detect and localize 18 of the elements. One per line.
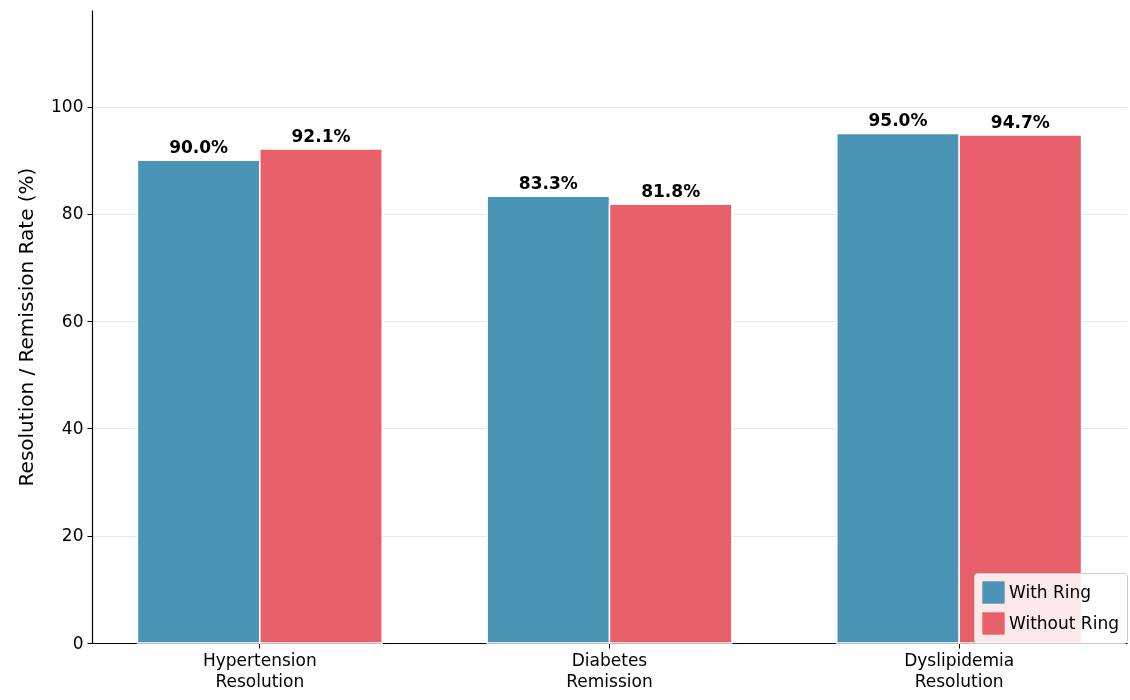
x-tick-label: Hypertension Resolution — [202, 649, 317, 691]
y-tick-label: 0 — [72, 632, 84, 653]
legend-label: With Ring — [1009, 581, 1092, 602]
data-label: 83.3% — [518, 173, 578, 194]
x-tick-label: Dyslipidemia Resolution — [904, 649, 1015, 691]
legend-label: Without Ring — [1009, 612, 1119, 633]
y-tick-label: 80 — [61, 203, 84, 224]
y-tick-label: 60 — [61, 310, 84, 331]
y-tick-label: 40 — [61, 417, 84, 438]
data-label: 90.0% — [169, 137, 229, 158]
x-tick-label: Diabetes Remission — [566, 649, 653, 691]
data-label: 95.0% — [868, 110, 928, 131]
data-label: 81.8% — [641, 181, 701, 202]
y-axis-title: Resolution / Remission Rate (%) — [14, 167, 39, 487]
data-label: 94.7% — [990, 111, 1050, 132]
y-tick-label: 20 — [61, 525, 84, 546]
data-label: 92.1% — [291, 125, 351, 146]
y-tick-label: 100 — [51, 96, 84, 117]
